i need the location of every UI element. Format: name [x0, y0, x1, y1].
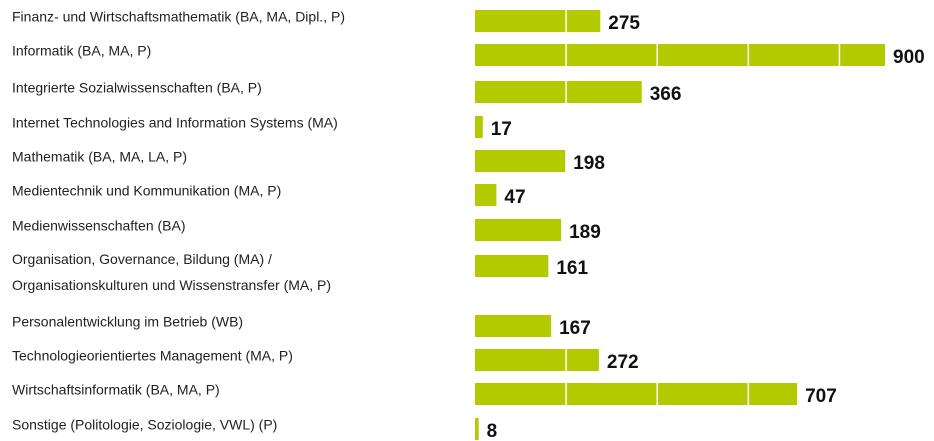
category-label: Medienwissenschaften (BA) — [12, 218, 186, 234]
category-label: Medientechnik und Kommunikation (MA, P) — [12, 183, 281, 199]
bar — [475, 81, 642, 103]
value-label: 189 — [569, 222, 601, 243]
category-label: Organisation, Governance, Bildung (MA) /… — [12, 251, 331, 293]
value-label: 366 — [650, 84, 682, 105]
bar — [475, 349, 599, 371]
value-label: 198 — [573, 153, 605, 174]
value-label: 8 — [487, 421, 498, 441]
bar — [475, 418, 479, 440]
value-label: 275 — [608, 13, 640, 34]
bar — [475, 383, 798, 405]
bar — [475, 184, 497, 206]
category-label: Mathematik (BA, MA, LA, P) — [12, 149, 187, 165]
bar — [475, 255, 549, 277]
bar — [475, 116, 483, 138]
value-label: 900 — [893, 47, 925, 68]
category-label: Personalentwicklung im Betrieb (WB) — [12, 314, 243, 330]
bar — [475, 150, 566, 172]
value-label: 167 — [559, 318, 591, 339]
value-label: 272 — [607, 352, 639, 373]
bar — [475, 10, 601, 32]
value-label: 707 — [805, 386, 837, 407]
bar — [475, 219, 562, 241]
value-label: 161 — [556, 258, 588, 279]
bar — [475, 315, 552, 337]
value-label: 47 — [504, 187, 525, 208]
category-label: Technologieorientiertes Management (MA, … — [12, 348, 293, 364]
category-label: Informatik (BA, MA, P) — [12, 43, 151, 59]
category-label: Wirtschaftsinformatik (BA, MA, P) — [12, 382, 220, 398]
category-label: Sonstige (Politologie, Soziologie, VWL) … — [12, 417, 277, 433]
category-label: Internet Technologies and Information Sy… — [12, 115, 338, 131]
category-label: Integrierte Sozialwissenschaften (BA, P) — [12, 80, 262, 96]
value-label: 17 — [491, 119, 512, 140]
bar — [475, 44, 885, 66]
category-label: Finanz- und Wirtschaftsmathematik (BA, M… — [12, 9, 345, 25]
